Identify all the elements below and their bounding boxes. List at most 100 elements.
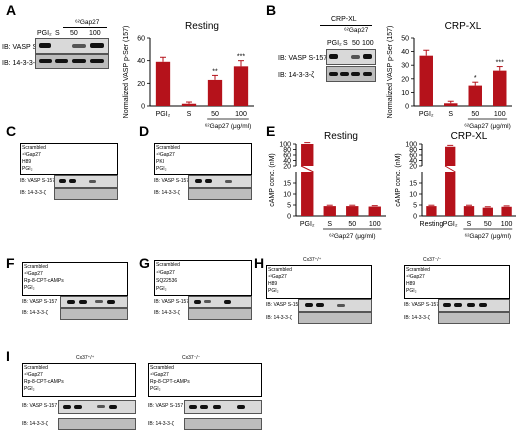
blot-d-vasp	[188, 175, 252, 188]
blot-f-row-2: IB: 14-3-3-ζ	[22, 310, 48, 316]
x-tick-label: 50	[211, 111, 219, 118]
band	[79, 300, 87, 304]
y-tick-label: 20	[401, 76, 409, 83]
table-c-row-4: PGI₂	[22, 166, 33, 172]
blot-a-bracket	[63, 27, 107, 28]
chart-a: Resting 0 20 40 60 Normalized VASP p-Ser (157…	[123, 21, 254, 130]
band	[351, 55, 360, 59]
table-i-ko-row-4: PGI₂	[150, 386, 161, 392]
y-tick-label: 40	[409, 158, 417, 165]
blot-a-lane-4: 100	[89, 30, 101, 37]
band	[90, 43, 104, 48]
x-tick-label: 50	[484, 221, 492, 228]
y-tick-label: 0	[413, 214, 417, 221]
x-tick-label: S	[448, 111, 453, 118]
x-tick-label: PGI₂	[419, 111, 434, 118]
band	[95, 300, 103, 303]
panel-label-b: B	[266, 2, 277, 18]
y-axis-label: cAMP conc. (nM)	[395, 153, 402, 207]
band	[316, 303, 324, 307]
y-tick-label: 0	[141, 104, 145, 111]
band	[443, 303, 451, 307]
table-d-row-3: PKI	[156, 159, 165, 165]
blot-g-1433	[188, 308, 252, 320]
blot-h-ko-row-1: IB: VASP S-157	[404, 302, 440, 308]
band	[97, 405, 105, 408]
y-tick-label: 20	[283, 164, 291, 171]
table-h-wt-row-1: Scrambled	[268, 267, 292, 273]
blot-i-ko-1433	[184, 418, 262, 430]
band	[194, 300, 201, 304]
blot-d-1433	[188, 188, 252, 200]
band	[195, 179, 202, 183]
panel-label-c: C	[6, 123, 17, 139]
blot-b-row-1: IB: VASP S-157	[278, 55, 328, 62]
table-i-ko-row-1: Scrambled	[150, 365, 174, 371]
x-tick-label: 100	[494, 111, 506, 118]
band	[329, 72, 338, 76]
blot-b-bracket	[320, 25, 372, 26]
band	[39, 59, 52, 63]
x-tick-label: PGI₂	[443, 221, 458, 228]
blot-h-wt-row-1: IB: VASP S-157	[266, 302, 302, 308]
blot-c-row-2: IB: 14-3-3-ζ	[20, 190, 46, 196]
y-tick-label: 80	[409, 147, 417, 154]
significance-label: **	[212, 68, 218, 75]
band	[363, 72, 372, 76]
band	[67, 300, 75, 304]
blot-a-row-1: IB: VASP S-157	[2, 44, 52, 51]
table-h-ko-row-4: PGI₂	[406, 288, 417, 294]
y-tick-label: 40	[137, 58, 145, 65]
blot-i-wt-row-1: IB: VASP S-157	[22, 403, 58, 409]
y-tick-label: 10	[409, 192, 417, 199]
x-axis-label: ⁶²Gap27 (μg/ml)	[465, 233, 512, 240]
table-i-wt-row-4: PGI₂	[24, 386, 35, 392]
bar-upper	[445, 146, 456, 166]
y-tick-label: 80	[283, 147, 291, 154]
band	[90, 59, 104, 63]
blot-h-ko-1433	[438, 312, 510, 324]
table-d-row-1: Scrambled	[156, 145, 180, 151]
y-axis-label: Normalized VASP p-Ser (157)	[123, 26, 130, 119]
y-axis-label: cAMP conc. (nM)	[269, 153, 276, 207]
table-f-row-3: Rp-8-CPT-cAMPs	[24, 278, 64, 284]
chart-b: CRP-XL 0 10 20 30 40 50 Normalized VASP p-Ser (…	[387, 21, 512, 130]
table-i-ko-row-3: Rp-8-CPT-cAMPs	[150, 379, 190, 385]
blot-i-ko-row-1: IB: VASP S-157	[148, 403, 184, 409]
table-d-row-2: ⁴³Gap27	[156, 152, 175, 158]
y-tick-label: 30	[401, 63, 409, 70]
blot-c-row-1: IB: VASP S-157	[20, 178, 56, 184]
blot-i-wt-vasp	[58, 400, 136, 414]
table-c	[20, 143, 118, 175]
y-tick-label: 5	[287, 203, 291, 210]
blot-g-row-2: IB: 14-3-3-ζ	[154, 310, 180, 316]
bar	[368, 206, 381, 216]
band	[204, 300, 211, 303]
blot-f-vasp	[60, 296, 128, 308]
blot-h-wt-row-2: IB: 14-3-3-ζ	[266, 315, 292, 321]
blot-c-vasp	[54, 175, 118, 188]
bar	[426, 206, 437, 216]
blot-i-wt-1433	[58, 418, 136, 430]
blot-i-ko-row-2: IB: 14-3-3-ζ	[148, 421, 174, 427]
x-tick-label: Resting	[420, 221, 444, 228]
table-c-row-3: H89	[22, 159, 32, 165]
bar	[155, 61, 171, 106]
table-i-wt-row-2: ⁴³Gap27	[24, 372, 43, 378]
chart-title: Resting	[324, 131, 358, 142]
band	[454, 303, 462, 307]
bar	[233, 66, 249, 106]
panel-label-h: H	[254, 255, 265, 271]
blot-h-wt-1433	[298, 312, 372, 324]
y-tick-label: 20	[409, 164, 417, 171]
x-tick-label: 100	[501, 221, 513, 228]
blot-g-row-1: IB: VASP S-157	[154, 299, 190, 305]
blot-f-row-1: IB: VASP S-157	[22, 299, 58, 305]
band	[340, 72, 349, 76]
table-i-wt-row-1: Scrambled	[24, 365, 48, 371]
table-i-ko-row-2: ⁴³Gap27	[150, 372, 169, 378]
blot-b-vasp	[326, 49, 376, 65]
panel-label-e: E	[266, 123, 276, 139]
